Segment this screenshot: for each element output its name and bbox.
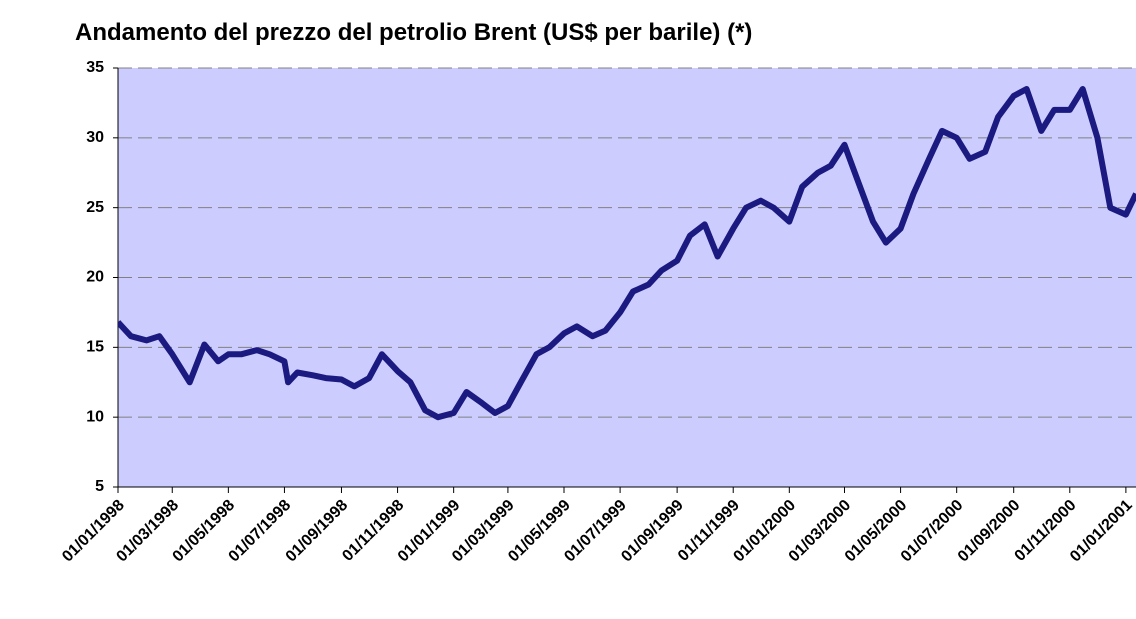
y-tick-label: 5	[95, 478, 104, 495]
chart-title: Andamento del prezzo del petrolio Brent …	[75, 19, 752, 46]
y-tick-label: 35	[86, 59, 104, 76]
y-tick-label: 25	[86, 199, 104, 216]
y-tick-label: 10	[86, 408, 104, 425]
y-tick-label: 15	[86, 339, 104, 356]
price-line	[118, 86, 1136, 421]
y-tick-label: 30	[86, 129, 104, 146]
y-tick-label: 20	[86, 269, 104, 286]
